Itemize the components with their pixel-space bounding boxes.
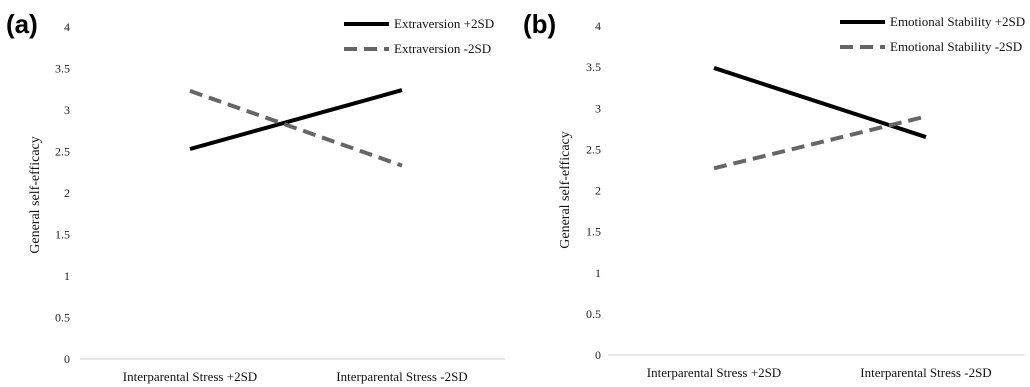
panel-a-series-line-minus-2sd	[189, 89, 403, 168]
panel-a-series-line-plus-2sd	[189, 88, 403, 151]
panel-a-y-tick-label: 2	[64, 186, 70, 200]
panel-b-series-line-plus-2sd	[713, 66, 927, 139]
panel-a-legend: Extraversion +2SD Extraversion -2SD	[344, 16, 494, 56]
panel-b-legend-item: Emotional Stability +2SD	[890, 14, 1025, 29]
panel-b-y-tick-label: 0.5	[586, 307, 601, 321]
panel-b-y-tick-label: 2.5	[586, 142, 601, 156]
panel-a-category-label: Interparental Stress -2SD	[336, 369, 467, 384]
panel-b-category-label: Interparental Stress -2SD	[860, 365, 991, 380]
panel-a-y-tick-label: 1.5	[55, 228, 70, 242]
panel-b-y-tick-label: 3	[595, 101, 601, 115]
panel-b-y-tick-label: 3.5	[586, 60, 601, 74]
panel-a-category-label: Interparental Stress +2SD	[123, 369, 257, 384]
panel-b-y-tick-label: 1.5	[586, 225, 601, 239]
panel-b-y-tick-label: 0	[595, 348, 601, 362]
panel-a-legend-item: Extraversion -2SD	[394, 41, 491, 56]
panel-b-y-tick-label: 1	[595, 266, 601, 280]
panel-a-y-axis-label: General self-efficacy	[28, 136, 43, 254]
panel-b-category-label: Interparental Stress +2SD	[647, 365, 781, 380]
panel-b-series-lines	[713, 66, 927, 171]
panel-a-y-tick-label: 0.5	[55, 311, 70, 325]
panel-a-y-tick-label: 3	[64, 103, 70, 117]
panel-b-y-ticks: 0 0.5 1 1.5 2 2.5 3 3.5 4	[586, 19, 601, 362]
panel-a-legend-item: Extraversion +2SD	[394, 16, 494, 31]
panel-a-y-tick-label: 4	[64, 20, 70, 34]
panel-b-legend: Emotional Stability +2SD Emotional Stabi…	[840, 14, 1025, 54]
panel-b: (b) General self-efficacy 0 0.5 1 1.5 2 2.5 3 3…	[523, 9, 1025, 380]
panel-a-y-ticks: 0 0.5 1 1.5 2 2.5 3 3.5 4	[55, 20, 70, 366]
panel-b-series-line-minus-2sd	[713, 114, 927, 171]
panel-a-label: (a)	[6, 9, 38, 39]
panel-a: (a) General self-efficacy 0 0.5 1 1.5 2 2.5 3 3…	[6, 9, 505, 384]
panel-a-y-tick-label: 1	[64, 269, 70, 283]
panel-a-y-tick-label: 0	[64, 352, 70, 366]
panel-b-y-tick-label: 4	[595, 19, 601, 33]
panel-a-series-lines	[189, 88, 403, 168]
panel-b-legend-item: Emotional Stability -2SD	[890, 39, 1022, 54]
panel-b-y-tick-label: 2	[595, 184, 601, 198]
panel-b-label: (b)	[523, 9, 556, 39]
panel-a-y-tick-label: 2.5	[55, 145, 70, 159]
panel-a-y-tick-label: 3.5	[55, 62, 70, 76]
panel-b-y-axis-label: General self-efficacy	[558, 131, 573, 249]
